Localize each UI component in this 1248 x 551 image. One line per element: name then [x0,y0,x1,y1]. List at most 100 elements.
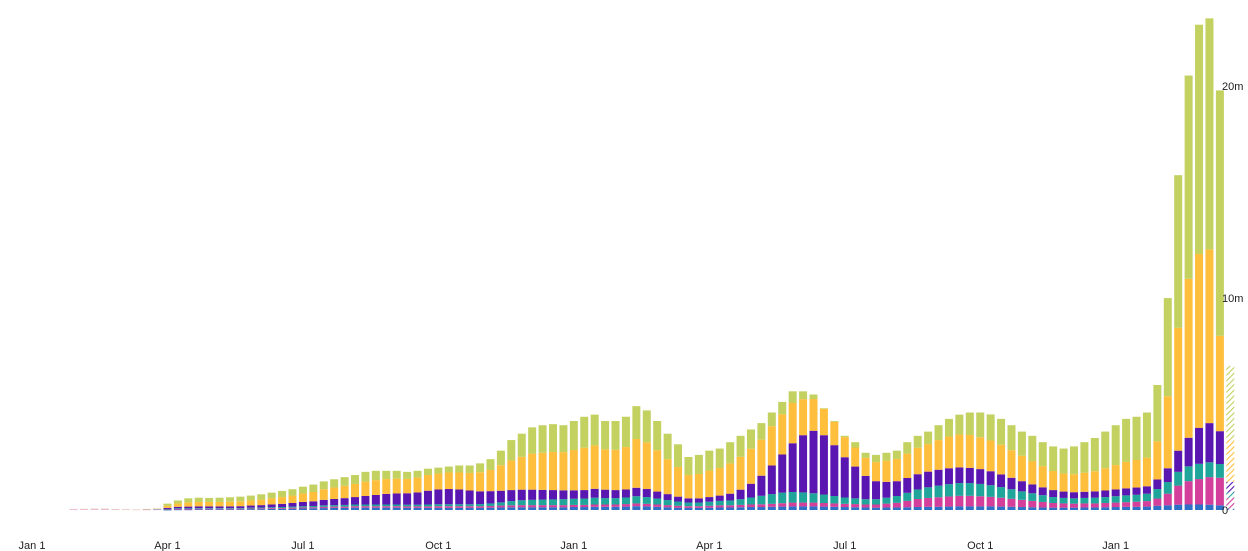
bar-magenta-week-56 [611,504,620,507]
bar-purple-week-68 [736,489,745,500]
bar-teal-week-21 [246,507,255,509]
bar-orange-week-68 [736,456,745,490]
bar-magenta-week-75 [809,502,818,507]
bar-teal-week-60 [653,498,662,505]
bar-magenta-week-11 [142,509,151,511]
bar-purple-week-42 [465,490,474,505]
bar-orange-week-34 [382,479,391,494]
bar-orange-week-62 [674,466,683,497]
bar-purple-week-35 [392,493,401,505]
bar-blue-week-110 [1174,504,1183,510]
bar-blue-week-52 [569,507,578,510]
bar-teal-week-84 [903,492,912,501]
bar-magenta-week-45 [496,505,505,508]
bar-lime-week-27 [309,484,318,492]
bar-lime-week-47 [517,433,526,457]
bar-lime-week-81 [872,454,881,463]
bar-magenta-week-4 [69,508,78,510]
bar-orange-week-41 [455,472,464,490]
bar-lime-week-52 [569,421,578,451]
bar-blue-week-94 [1007,506,1016,510]
bar-blue-week-91 [976,506,985,510]
bar-teal-week-25 [288,506,297,508]
bar-purple-week-96 [1028,484,1037,494]
bar-lime-week-91 [976,412,985,438]
bar-blue-week-57 [621,506,630,510]
bar-lime-week-53 [580,416,589,448]
bar-teal-week-26 [298,506,307,508]
bar-teal-week-72 [778,492,787,504]
bar-blue-week-21 [246,509,255,510]
bar-orange-week-94 [1007,450,1016,478]
bar-orange-week-113 [1205,249,1214,424]
bar-magenta-week-18 [215,508,224,510]
bar-purple-week-50 [549,490,557,500]
bar-purple-week-63 [684,498,693,503]
bar-lime-week-112 [1195,24,1204,255]
bar-teal-week-64 [694,502,703,507]
bar-teal-week-47 [517,500,526,506]
bar-lime-week-6 [90,508,99,510]
bar-lime-week-9 [121,509,130,510]
bar-lime-week-54 [590,414,599,446]
bar-magenta-week-30 [340,506,349,508]
bar-blue-week-74 [799,506,808,510]
bar-lime-week-92 [986,414,995,441]
bar-magenta-week-55 [601,504,610,507]
bar-magenta-week-102 [1090,503,1099,508]
bar-blue-week-68 [736,507,745,510]
bar-purple-week-109 [1163,468,1172,483]
bar-purple-week-58 [632,487,641,497]
bar-lime-week-22 [257,494,266,500]
bar-teal-week-48 [528,499,537,506]
bar-purple-week-38 [423,490,432,505]
bar-blue-week-65 [705,507,714,510]
x-tick-label: Apr 1 [696,540,722,551]
bar-orange-week-99 [1059,473,1068,492]
bar-teal-week-99 [1059,497,1068,504]
bar-orange-week-77 [830,421,839,446]
bar-blue-week-102 [1090,507,1099,510]
bar-blue-week-73 [788,506,797,510]
bar-orange-week-100 [1070,474,1078,493]
bar-blue-week-88 [944,506,953,510]
bar-lime-week-76 [819,408,828,409]
bar-lime-week-103 [1101,431,1110,469]
bar-orange-week-61 [663,459,672,495]
bar-magenta-week-95 [1017,499,1026,508]
bar-teal-week-94 [1007,489,1016,499]
bar-purple-week-41 [455,489,464,505]
bar-lime-week-5 [80,508,89,510]
bar-teal-week-62 [674,501,683,506]
bar-purple-week-65 [705,497,714,502]
bar-magenta-week-92 [986,496,995,507]
bar-blue-week-14 [173,509,182,511]
bar-orange-week-109 [1163,396,1172,469]
bar-magenta-week-52 [569,504,578,508]
bar-lime-week-90 [965,412,974,435]
bar-teal-week-46 [507,501,516,506]
bar-magenta-week-14 [173,508,182,510]
bar-lime-week-30 [340,477,349,486]
bar-lime-week-114 [1215,90,1224,336]
bar-purple-week-112 [1195,427,1204,464]
bar-lime-week-108 [1153,384,1162,442]
bar-teal-week-32 [361,504,370,507]
bar-orange-week-31 [351,483,360,498]
bar-purple-week-114 [1215,431,1224,465]
bar-teal-week-114 [1215,464,1224,478]
bar-teal-week-89 [955,483,964,496]
bar-purple-week-115 [1226,481,1235,493]
bar-orange-week-46 [507,460,516,491]
bar-purple-week-79 [851,466,860,499]
bar-orange-week-18 [215,501,224,507]
bar-magenta-week-12 [153,509,162,511]
bar-blue-week-37 [413,507,422,510]
bar-purple-week-25 [288,503,297,507]
bar-teal-week-115 [1226,492,1235,498]
bar-lime-week-66 [715,448,724,469]
bar-blue-week-35 [392,507,401,510]
bar-lime-week-15 [184,498,193,503]
bar-teal-week-36 [403,504,412,507]
bar-purple-week-86 [924,471,933,488]
